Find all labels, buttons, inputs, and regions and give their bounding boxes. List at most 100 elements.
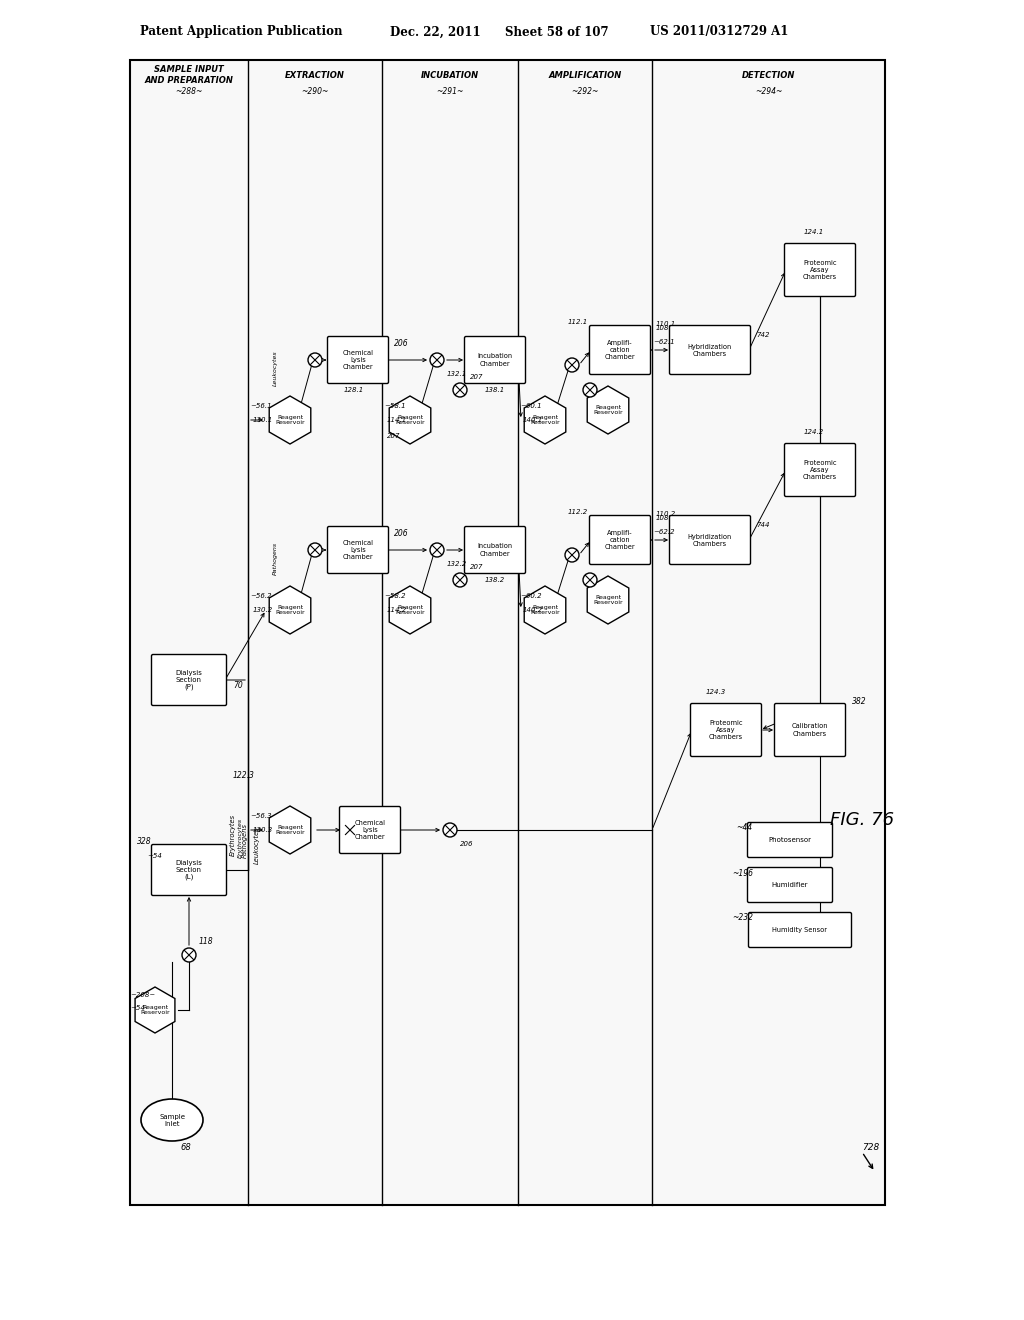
Text: Photosensor: Photosensor xyxy=(768,837,811,843)
Text: 122.3: 122.3 xyxy=(233,771,255,780)
Text: Pathogens: Pathogens xyxy=(272,541,278,574)
Text: ~56.3: ~56.3 xyxy=(250,813,271,818)
FancyBboxPatch shape xyxy=(748,822,833,858)
Circle shape xyxy=(453,383,467,397)
Text: Erythrocytes: Erythrocytes xyxy=(230,814,237,857)
Text: ~208~: ~208~ xyxy=(130,993,156,998)
Text: Reagent
Reservoir: Reagent Reservoir xyxy=(530,414,560,425)
Text: Dialysis
Section
(L): Dialysis Section (L) xyxy=(175,859,203,880)
Text: FIG. 76: FIG. 76 xyxy=(829,810,894,829)
Text: ~44: ~44 xyxy=(736,824,752,833)
Text: 744: 744 xyxy=(756,521,769,528)
Polygon shape xyxy=(524,586,566,634)
Text: 132.2: 132.2 xyxy=(447,561,467,568)
Text: ~54: ~54 xyxy=(147,853,162,859)
FancyBboxPatch shape xyxy=(328,337,388,384)
Text: 118: 118 xyxy=(199,936,214,945)
FancyBboxPatch shape xyxy=(670,516,751,565)
Text: 328: 328 xyxy=(137,837,152,846)
Text: ~196: ~196 xyxy=(732,869,753,878)
Text: 206: 206 xyxy=(394,339,409,348)
Text: ~288~: ~288~ xyxy=(175,87,203,96)
Text: 138.1: 138.1 xyxy=(485,387,505,393)
FancyBboxPatch shape xyxy=(749,912,852,948)
Text: Patent Application Publication: Patent Application Publication xyxy=(140,25,342,38)
Text: Leukocytes: Leukocytes xyxy=(254,826,260,863)
Text: Reagent
Reservoir: Reagent Reservoir xyxy=(395,414,425,425)
Text: Amplifi-
cation
Chamber: Amplifi- cation Chamber xyxy=(605,341,635,360)
Text: Reagent
Reservoir: Reagent Reservoir xyxy=(593,594,623,606)
Text: Proteomic
Assay
Chambers: Proteomic Assay Chambers xyxy=(803,260,837,280)
FancyBboxPatch shape xyxy=(590,516,650,565)
Text: Calibration
Chambers: Calibration Chambers xyxy=(792,723,828,737)
Text: 110.1: 110.1 xyxy=(656,321,676,327)
Circle shape xyxy=(308,352,322,367)
Circle shape xyxy=(343,822,357,837)
Text: 108: 108 xyxy=(656,325,670,331)
FancyBboxPatch shape xyxy=(130,59,885,1205)
Text: Humidifier: Humidifier xyxy=(772,882,808,888)
Text: ~56.1: ~56.1 xyxy=(250,403,271,409)
Text: 130.2: 130.2 xyxy=(253,607,273,612)
Text: 207: 207 xyxy=(387,433,400,440)
Text: 138.2: 138.2 xyxy=(485,577,505,583)
Text: 114.1: 114.1 xyxy=(387,417,408,422)
Circle shape xyxy=(565,548,579,562)
Text: Amplifi-
cation
Chamber: Amplifi- cation Chamber xyxy=(605,531,635,550)
Text: Dialysis
Section
(P): Dialysis Section (P) xyxy=(175,669,203,690)
Text: Proteomic
Assay
Chambers: Proteomic Assay Chambers xyxy=(709,719,743,741)
Text: 130.3: 130.3 xyxy=(253,828,273,833)
Text: ~62.2: ~62.2 xyxy=(653,529,675,535)
Polygon shape xyxy=(587,576,629,624)
Text: AMPLIFICATION: AMPLIFICATION xyxy=(549,70,622,79)
Text: Reagent
Reservoir: Reagent Reservoir xyxy=(275,605,305,615)
Text: Proteomic
Assay
Chambers: Proteomic Assay Chambers xyxy=(803,459,837,480)
Ellipse shape xyxy=(141,1100,203,1140)
Text: US 2011/0312729 A1: US 2011/0312729 A1 xyxy=(650,25,788,38)
Circle shape xyxy=(308,543,322,557)
FancyBboxPatch shape xyxy=(784,243,855,297)
Circle shape xyxy=(583,573,597,587)
Text: Hybridization
Chambers: Hybridization Chambers xyxy=(688,533,732,546)
Text: 70: 70 xyxy=(233,681,243,689)
FancyBboxPatch shape xyxy=(465,337,525,384)
FancyBboxPatch shape xyxy=(340,807,400,854)
FancyBboxPatch shape xyxy=(748,867,833,903)
Text: Incubation
Chamber: Incubation Chamber xyxy=(477,354,513,367)
Text: 112.2: 112.2 xyxy=(568,510,588,515)
Text: INCUBATION: INCUBATION xyxy=(421,70,479,79)
Text: 108: 108 xyxy=(656,515,670,521)
FancyBboxPatch shape xyxy=(590,326,650,375)
Circle shape xyxy=(182,948,196,962)
Text: 112.1: 112.1 xyxy=(568,319,588,325)
Text: Leukocytes: Leukocytes xyxy=(272,350,278,385)
Text: Pathogens: Pathogens xyxy=(242,822,248,858)
Text: 207: 207 xyxy=(470,564,483,570)
Text: Chemical
Lysis
Chamber: Chemical Lysis Chamber xyxy=(342,350,374,370)
Text: 114.2: 114.2 xyxy=(387,607,408,612)
Text: 742: 742 xyxy=(756,333,769,338)
Polygon shape xyxy=(524,396,566,444)
Text: 728: 728 xyxy=(862,1143,880,1152)
Text: 206: 206 xyxy=(394,529,409,539)
Text: ~290~: ~290~ xyxy=(301,87,329,96)
FancyBboxPatch shape xyxy=(328,527,388,573)
Polygon shape xyxy=(269,807,311,854)
Text: 130.1: 130.1 xyxy=(253,417,273,422)
Text: Chemical
Lysis
Chamber: Chemical Lysis Chamber xyxy=(354,820,385,840)
Text: EXTRACTION: EXTRACTION xyxy=(285,70,345,79)
Text: ~294~: ~294~ xyxy=(755,87,782,96)
Text: ~54: ~54 xyxy=(130,1005,144,1011)
Circle shape xyxy=(443,822,457,837)
Text: 382: 382 xyxy=(852,697,866,706)
Text: 124.3: 124.3 xyxy=(706,689,726,696)
Polygon shape xyxy=(389,586,431,634)
FancyBboxPatch shape xyxy=(774,704,846,756)
Text: Humidity Sensor: Humidity Sensor xyxy=(772,927,827,933)
Text: Reagent
Reservoir: Reagent Reservoir xyxy=(530,605,560,615)
Circle shape xyxy=(430,352,444,367)
Text: 140.1: 140.1 xyxy=(523,417,544,422)
Text: 124.2: 124.2 xyxy=(804,429,824,436)
Circle shape xyxy=(565,358,579,372)
Polygon shape xyxy=(587,385,629,434)
